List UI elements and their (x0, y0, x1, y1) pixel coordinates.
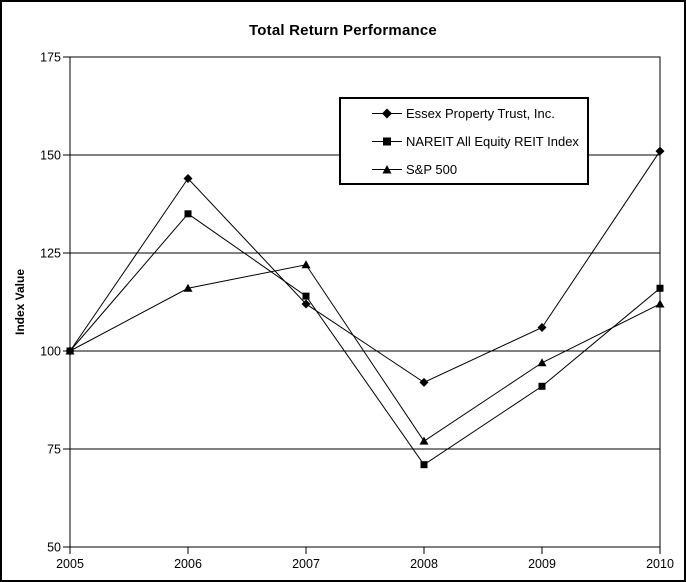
square-marker-icon (372, 137, 402, 145)
series-2 (65, 260, 665, 445)
chart-title: Total Return Performance (249, 22, 437, 39)
x-tick-label: 2008 (410, 557, 438, 571)
legend-item-sp500: S&P 500 (372, 161, 587, 177)
x-tick-label: 2007 (292, 557, 320, 571)
legend-item-essex: Essex Property Trust, Inc. (372, 105, 587, 121)
axis-ticks: 50 75 100 125 150 175 2005 2006 2007 2008 2009 2010 (40, 51, 674, 572)
series-1 (66, 210, 664, 469)
diamond-marker-icon (372, 108, 402, 118)
y-tick-label: 75 (47, 443, 61, 457)
y-axis-title: Index Value (13, 268, 27, 336)
x-tick-label: 2005 (56, 557, 84, 571)
y-tick-label: 175 (40, 51, 61, 65)
x-tick-label: 2006 (174, 557, 202, 571)
triangle-marker-icon (372, 164, 402, 173)
series-line (69, 150, 661, 383)
y-tick-label: 100 (40, 345, 61, 359)
y-tick-label: 125 (40, 247, 61, 261)
gridlines (70, 154, 660, 450)
series-line (69, 264, 661, 442)
y-tick-label: 150 (40, 149, 61, 163)
y-tick-label: 50 (47, 541, 61, 555)
legend-box: Essex Property Trust, Inc. NAREIT All Eq… (339, 97, 589, 185)
x-tick-label: 2010 (646, 557, 674, 571)
legend-label: S&P 500 (406, 161, 458, 177)
legend-label: NAREIT All Equity REIT Index (406, 133, 579, 149)
x-tick-label: 2009 (528, 557, 556, 571)
legend-label: Essex Property Trust, Inc. (406, 105, 555, 121)
series-line (69, 213, 661, 466)
legend-item-nareit: NAREIT All Equity REIT Index (372, 133, 587, 149)
